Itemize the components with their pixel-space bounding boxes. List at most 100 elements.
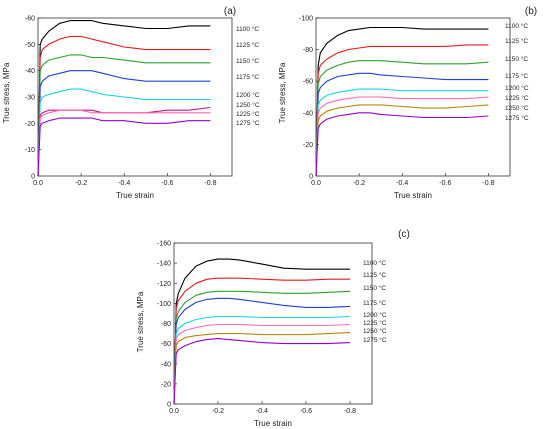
y-tick-label: -100 (299, 16, 313, 23)
x-tick-label: -0.8 (204, 180, 216, 187)
y-tick-label: -40 (25, 68, 35, 75)
y-tick-label: -40 (161, 361, 171, 368)
series-line (37, 35, 211, 177)
series-label: 1275 °C (236, 119, 260, 127)
series-line (37, 88, 211, 177)
y-tick-label: -60 (25, 16, 35, 23)
plot-frame (173, 242, 373, 405)
series-line (315, 88, 489, 177)
series-label: 1175 °C (236, 73, 259, 81)
x-tick-label: -0.4 (118, 180, 130, 187)
panel-label: (b) (525, 6, 537, 17)
series-line (315, 60, 489, 177)
series-label: 1225 °C (236, 110, 260, 118)
panel-label: (a) (224, 6, 236, 17)
x-tick-label: -0.2 (212, 408, 224, 415)
series-label: 1200 °C (236, 91, 260, 99)
y-tick-label: -60 (161, 341, 171, 348)
series-line (173, 290, 351, 405)
series-label: 1100 °C (363, 259, 386, 267)
plot-frame (315, 17, 511, 177)
series-line (315, 44, 489, 177)
x-axis-label: True strain (394, 191, 432, 200)
x-tick-label: -0.2 (353, 180, 365, 187)
y-axis-label: True stress, MPa (136, 291, 145, 352)
x-axis-label: True strain (254, 419, 292, 428)
series-label: 1250 °C (363, 327, 387, 335)
y-tick-label: -50 (25, 42, 35, 49)
x-tick-label: -0.2 (75, 180, 87, 187)
panel-label: (c) (398, 229, 410, 240)
series-label: 1275 °C (363, 336, 387, 344)
x-tick-label: -0.6 (161, 180, 173, 187)
series-line (37, 20, 211, 177)
y-axis-label: True stress, MPa (278, 62, 287, 123)
x-tick-label: -0.8 (344, 408, 356, 415)
x-tick-label: 0.0 (33, 180, 43, 187)
y-axis-label: True stress, MPa (2, 62, 11, 123)
series-label: 1200 °C (505, 84, 529, 92)
x-tick-label: -0.4 (396, 180, 408, 187)
y-tick-label: 0 (31, 174, 35, 181)
x-tick-label: 0.0 (311, 180, 321, 187)
series-line (37, 117, 211, 177)
x-axis-label: True strain (116, 191, 154, 200)
x-tick-label: -0.8 (482, 180, 494, 187)
y-tick-label: -60 (303, 79, 313, 86)
series-label: 1100 °C (505, 22, 528, 30)
series-line (315, 112, 489, 177)
series-line (315, 72, 489, 177)
y-tick-label: -40 (303, 110, 313, 117)
series-line (37, 70, 211, 177)
series-label: 1125 °C (505, 37, 528, 45)
series-line (173, 338, 351, 405)
series-line (173, 297, 351, 405)
y-tick-label: -160 (157, 241, 171, 248)
series-line (173, 258, 350, 405)
series-label: 1225 °C (505, 94, 529, 102)
series-line (37, 54, 211, 177)
x-tick-label: -0.4 (256, 408, 268, 415)
series-label: 1125 °C (236, 41, 259, 49)
y-tick-label: -80 (303, 47, 313, 54)
series-line (37, 106, 211, 177)
x-tick-label: 0.0 (169, 408, 179, 415)
y-tick-label: -20 (303, 142, 313, 149)
series-label: 1175 °C (363, 299, 386, 307)
y-tick-label: -120 (157, 281, 171, 288)
series-label: 1100 °C (236, 25, 259, 33)
chart-panel-c: 0.0 -0.2 -0.4 -0.6 -0.8 0 -20 -40 -60 -80 -100 -120… (136, 229, 410, 428)
y-tick-label: -20 (25, 121, 35, 128)
series-label: 1125 °C (363, 271, 386, 279)
series-line (315, 26, 489, 177)
series-line (173, 323, 351, 405)
y-tick-label: 0 (167, 402, 171, 409)
y-tick-label: -80 (161, 321, 171, 328)
x-tick-label: -0.6 (439, 180, 451, 187)
y-tick-label: -30 (25, 95, 35, 102)
series-line (315, 104, 489, 177)
series-line (173, 315, 351, 405)
series-label: 1150 °C (236, 57, 259, 65)
series-label: 1175 °C (505, 72, 528, 80)
chart-panel-b: 0.0 -0.2 -0.4 -0.6 -0.8 0 -20 -40 -60 -80 -100 True… (278, 6, 537, 200)
series-label: 1225 °C (363, 319, 387, 327)
series-label: 1200 °C (363, 311, 387, 319)
y-tick-label: 0 (309, 174, 313, 181)
series-label: 1250 °C (236, 101, 260, 109)
series-label: 1150 °C (505, 55, 528, 63)
y-tick-label: -10 (25, 147, 35, 154)
y-tick-label: -100 (157, 301, 171, 308)
plot-frame (37, 17, 233, 177)
y-tick-label: -20 (161, 381, 171, 388)
y-tick-label: -140 (157, 261, 171, 268)
chart-panel-a: 0.0 -0.2 -0.4 -0.6 -0.8 0 -10 -20 -30 -40 -50 -60 Tr… (2, 6, 260, 200)
series-line (37, 109, 211, 177)
series-label: 1250 °C (505, 104, 529, 112)
series-line (173, 332, 351, 405)
x-tick-label: -0.6 (300, 408, 312, 415)
series-line (173, 277, 350, 405)
series-label: 1275 °C (505, 114, 529, 122)
series-line (315, 96, 489, 177)
